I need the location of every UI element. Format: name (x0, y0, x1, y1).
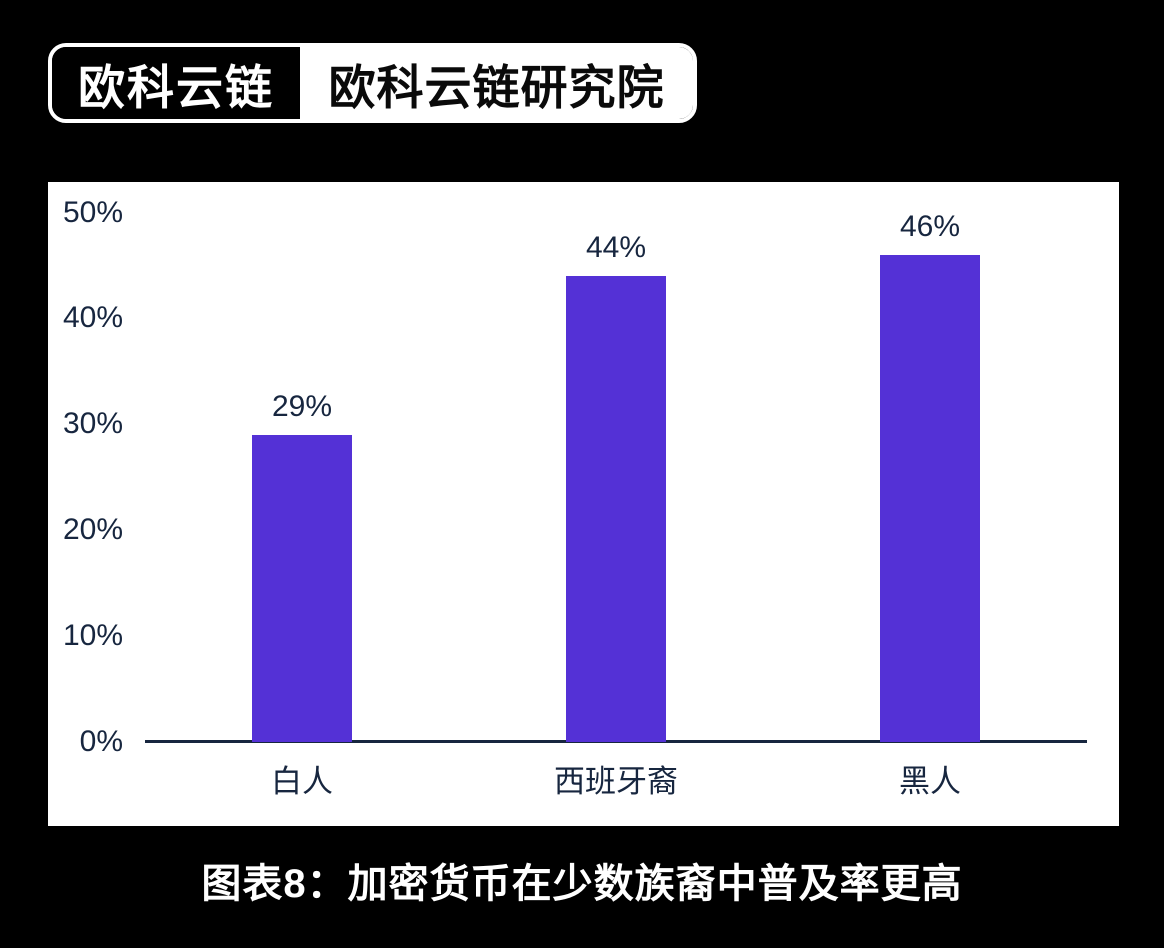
x-axis-label: 黑人 (899, 764, 961, 799)
chart-caption: 图表8：加密货币在少数族裔中普及率更高 (201, 862, 963, 906)
bar-value-label: 46% (899, 209, 961, 243)
y-axis-tick-label: 10% (62, 619, 123, 653)
oklink-logo-research-unit: 欧科云链研究院 (300, 47, 693, 119)
y-axis-tick-label: 30% (62, 407, 123, 441)
y-axis-tick-label: 40% (62, 301, 123, 335)
bar-黑人 (880, 254, 980, 742)
x-axis-label: 西班牙裔 (554, 764, 678, 799)
oklink-logo: 欧科云链 欧科云链研究院 (48, 43, 697, 123)
y-axis-tick-label: 50% (62, 195, 123, 229)
y-axis-tick-label: 0% (79, 725, 123, 758)
bar-西班牙裔 (566, 276, 666, 742)
chart-panel: 0% 10% 20% 30% 40% 50% 29% 白人 44% 西班牙裔 46% 黑人 (48, 182, 1119, 826)
bar-value-label: 44% (585, 231, 647, 265)
y-axis-tick-label: 20% (62, 513, 123, 547)
bar-value-label: 29% (271, 389, 333, 423)
x-axis-label: 白人 (271, 764, 333, 799)
oklink-logo-brand: 欧科云链 (52, 47, 300, 119)
bar-白人 (252, 434, 352, 742)
